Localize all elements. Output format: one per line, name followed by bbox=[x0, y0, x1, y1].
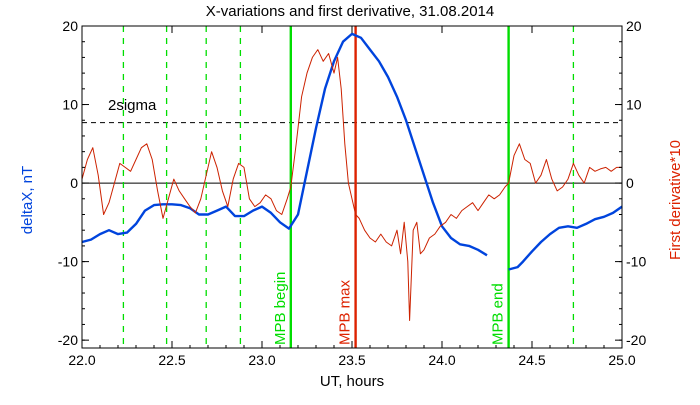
x-axis-label: UT, hours bbox=[320, 373, 384, 390]
x-tick-label-5: 24.5 bbox=[518, 352, 545, 368]
marker-label-0: MPB begin bbox=[272, 272, 289, 345]
y-right-tick-label-3: 10 bbox=[626, 97, 642, 113]
x-tick-label-0: 22.0 bbox=[68, 352, 95, 368]
marker-label-1: MPB max bbox=[337, 279, 354, 345]
x-tick-label-6: 25.0 bbox=[608, 352, 635, 368]
chart-title: X-variations and first derivative, 31.08… bbox=[206, 3, 495, 20]
y-left-tick-label-1: -10 bbox=[58, 254, 78, 270]
y-right-tick-label-0: -20 bbox=[626, 332, 646, 348]
series-layer bbox=[81, 32, 623, 321]
axis-layer: 22.0 22.5 23.0 23.5 24.0 24.5 25.0 -20 -10 0 10 20 -… bbox=[58, 18, 647, 368]
marker-label-2: MPB end bbox=[490, 283, 507, 345]
y-right-tick-label-4: 20 bbox=[626, 18, 642, 34]
threshold-label: 2sigma bbox=[108, 97, 157, 114]
deltax-series-line-0 bbox=[81, 32, 488, 257]
y-left-tick-label-0: -20 bbox=[58, 332, 78, 348]
x-tick-label-2: 23.0 bbox=[248, 352, 275, 368]
y-left-tick-label-4: 20 bbox=[62, 18, 78, 34]
y-right-tick-label-2: 0 bbox=[626, 175, 634, 191]
y-axis-label-left: deltaX, nT bbox=[19, 166, 36, 234]
marker-layer: MPB begin MPB max MPB end bbox=[272, 26, 510, 348]
y-left-tick-label-3: 10 bbox=[62, 97, 78, 113]
x-tick-label-4: 24.0 bbox=[428, 352, 455, 368]
y-left-tick-label-2: 0 bbox=[70, 175, 78, 191]
y-axis-label-right: First derivative*10 bbox=[667, 140, 684, 260]
x-tick-label-3: 23.5 bbox=[338, 352, 365, 368]
x-tick-label-1: 22.5 bbox=[158, 352, 185, 368]
grid-layer bbox=[82, 26, 622, 348]
derivative-series-line-0 bbox=[81, 49, 622, 321]
deltax-series-line-1 bbox=[508, 205, 623, 271]
y-right-tick-label-1: -10 bbox=[626, 254, 646, 270]
